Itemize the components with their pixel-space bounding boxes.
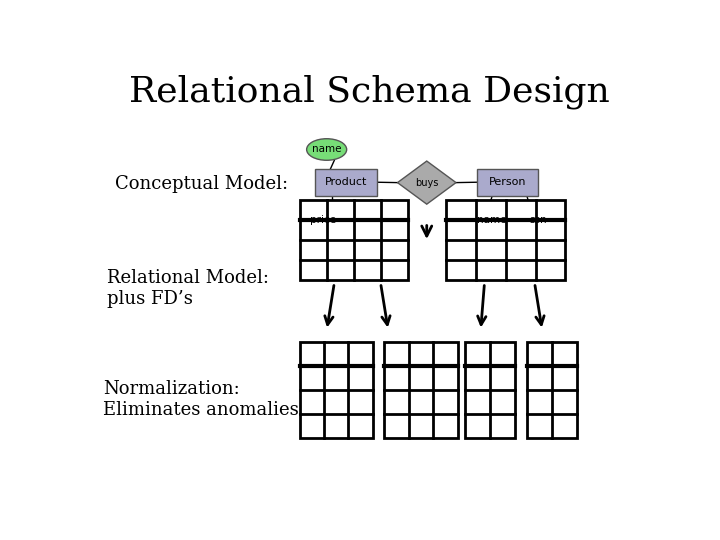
Text: Relational Schema Design: Relational Schema Design — [129, 75, 609, 109]
Polygon shape — [397, 161, 456, 204]
Text: ssn: ssn — [530, 215, 547, 225]
Ellipse shape — [472, 210, 512, 231]
Bar — [315, 168, 377, 195]
Text: buys: buys — [415, 178, 438, 187]
Text: Normalization:
Eliminates anomalies: Normalization: Eliminates anomalies — [104, 380, 299, 419]
Text: Conceptual Model:: Conceptual Model: — [115, 175, 288, 193]
Text: Person: Person — [489, 177, 526, 187]
Bar — [300, 342, 373, 438]
Bar — [384, 342, 457, 438]
Text: name: name — [312, 145, 341, 154]
Bar — [465, 342, 516, 438]
Ellipse shape — [303, 210, 343, 231]
Bar — [300, 200, 408, 280]
Bar — [446, 200, 565, 280]
Text: price: price — [310, 215, 336, 225]
Bar — [527, 342, 577, 438]
Text: Product: Product — [325, 177, 367, 187]
Text: Relational Model:
plus FD’s: Relational Model: plus FD’s — [107, 269, 269, 307]
Bar — [477, 168, 539, 195]
Text: name: name — [477, 215, 507, 225]
Ellipse shape — [518, 210, 559, 231]
Ellipse shape — [307, 139, 346, 160]
